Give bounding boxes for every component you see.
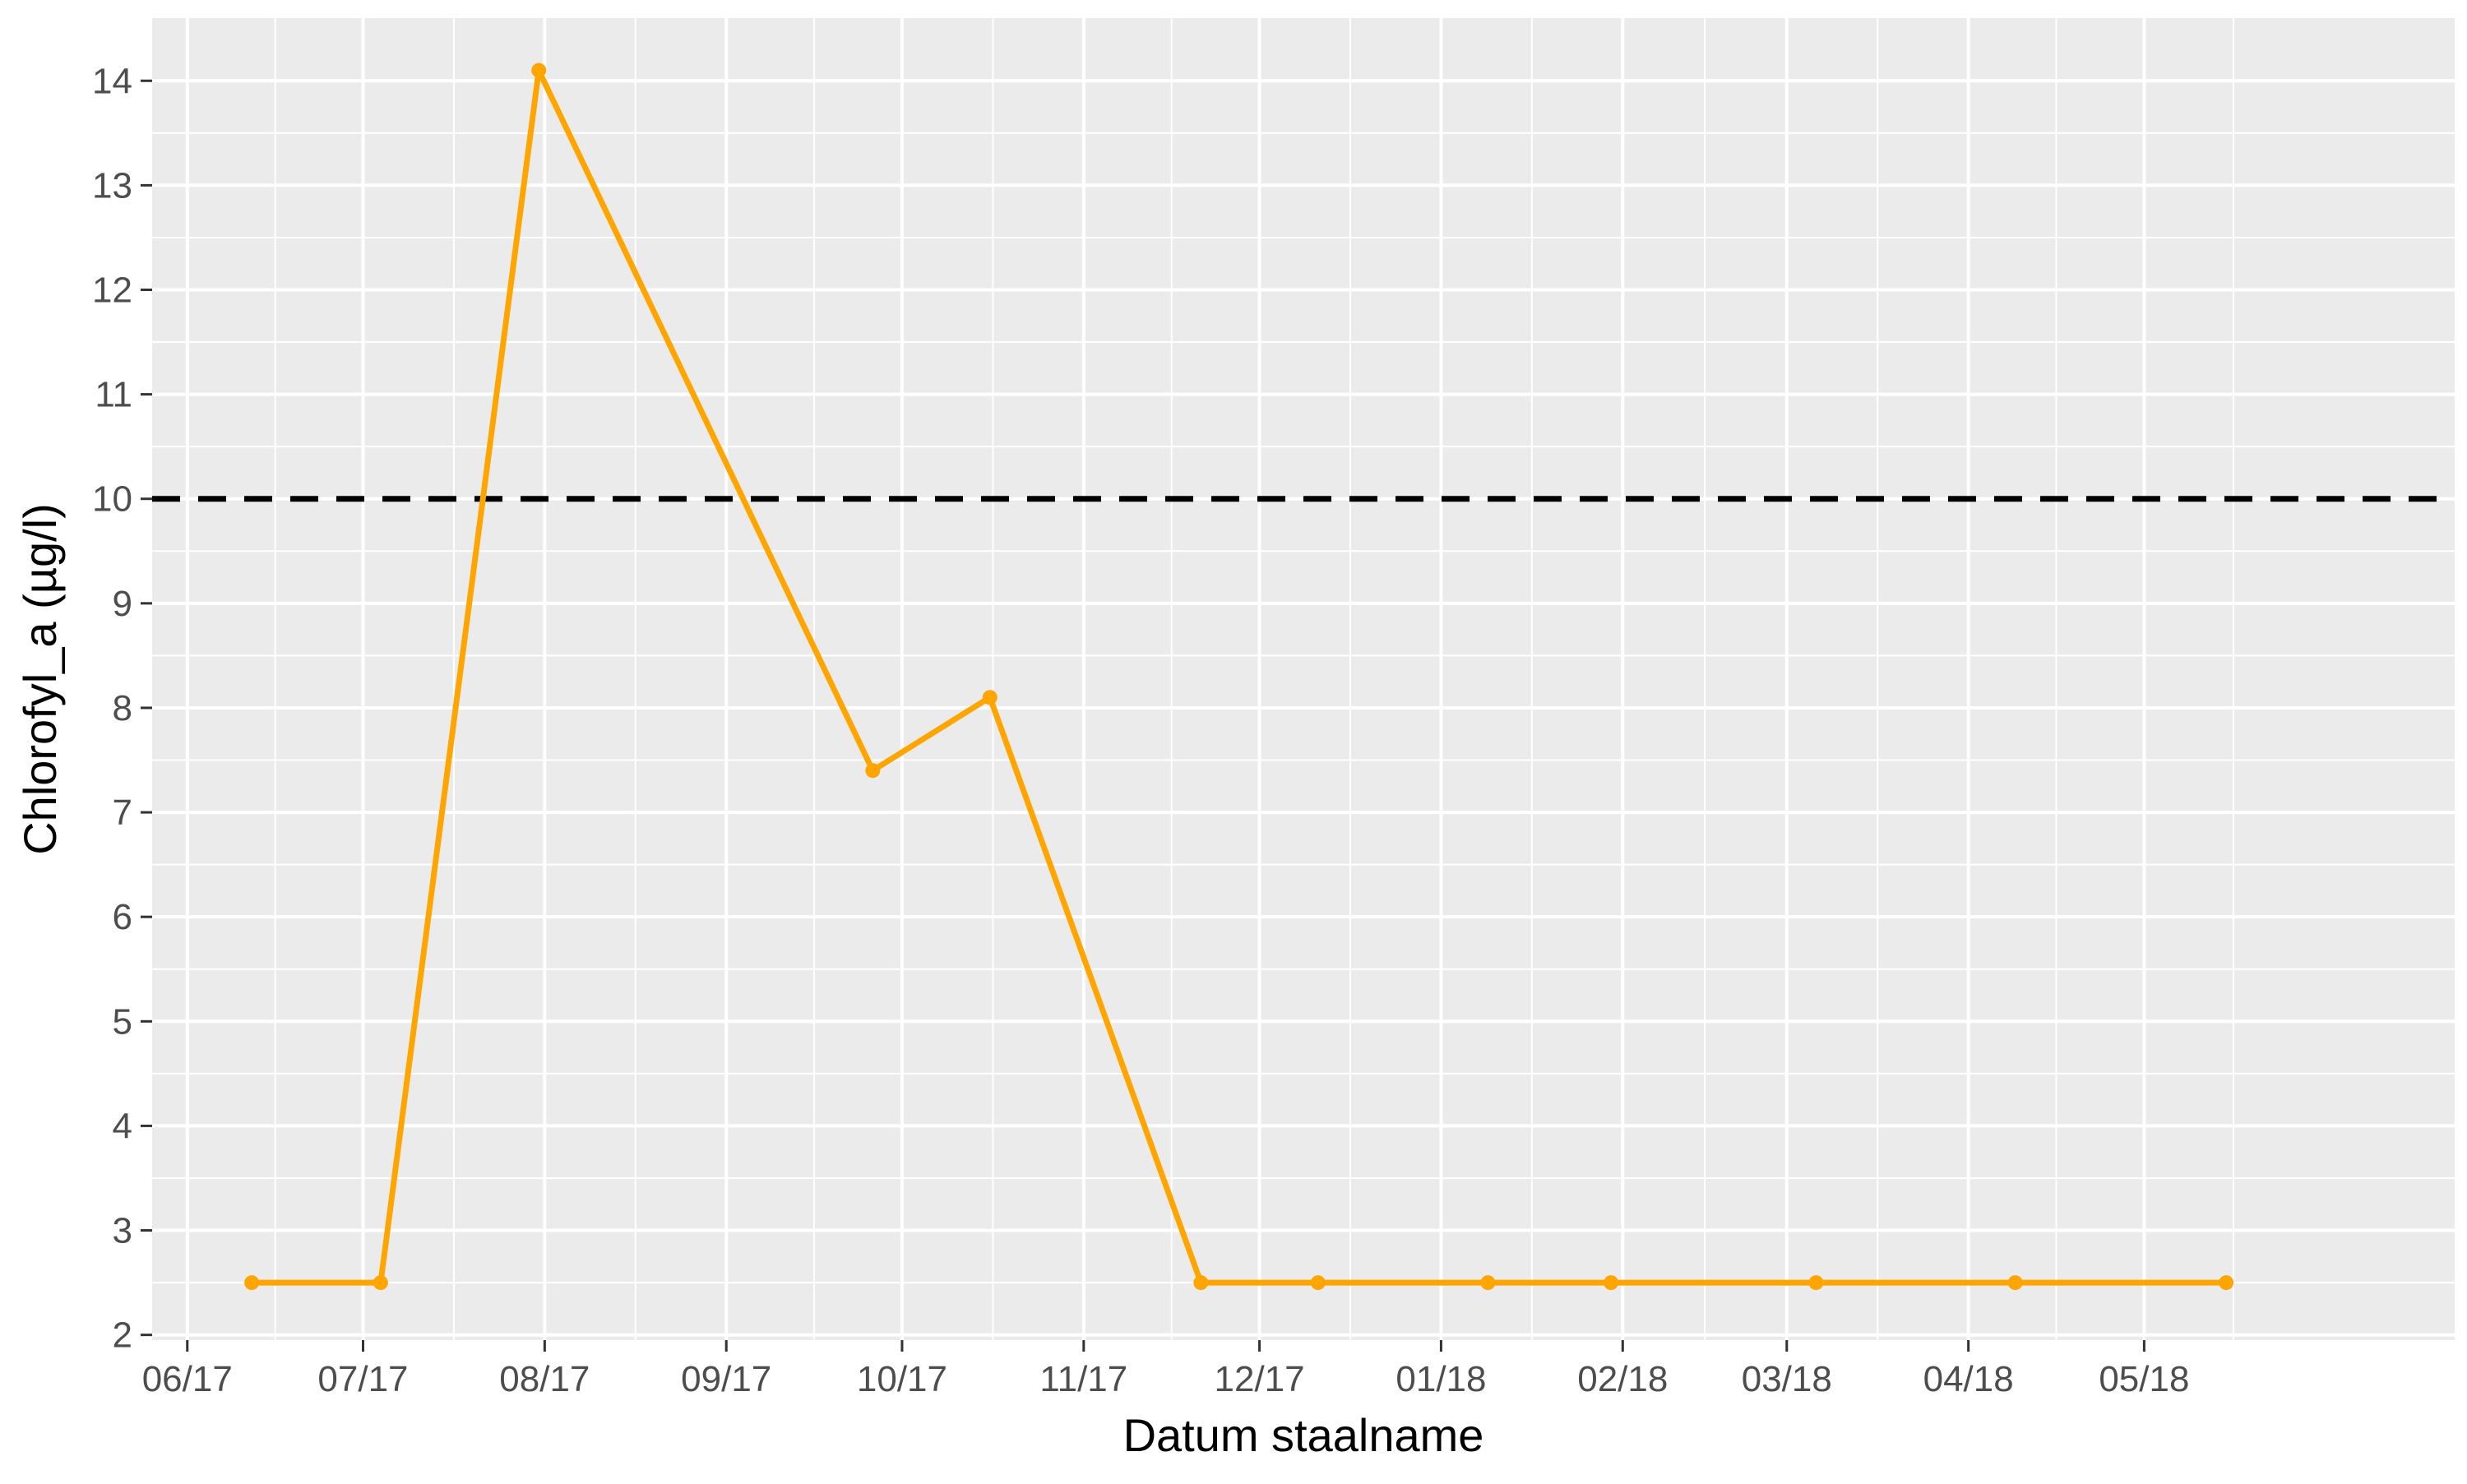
series-line <box>252 67 2227 1286</box>
y-tick-label: 5 <box>113 1001 132 1042</box>
y-tick-label: 2 <box>113 1315 132 1356</box>
y-tick-label: 9 <box>113 584 132 624</box>
y-tick-label: 8 <box>113 688 132 728</box>
data-point <box>1193 1275 1209 1291</box>
data-point <box>2219 1275 2234 1291</box>
axis-ticks <box>141 79 2145 1352</box>
data-point <box>531 62 547 78</box>
y-tick-label: 6 <box>113 897 132 937</box>
data-point <box>244 1275 260 1291</box>
y-axis-title: Chlorofyl_a (µg/l) <box>14 503 66 855</box>
data-point <box>865 763 881 779</box>
x-tick-label: 09/17 <box>681 1359 771 1399</box>
y-tick-label: 14 <box>92 61 132 101</box>
plot-panel <box>152 18 2455 1340</box>
y-tick-label: 3 <box>113 1211 132 1251</box>
minor-gridlines <box>152 18 2455 1340</box>
x-axis-title: Datum staalname <box>1123 1409 1484 1461</box>
y-tick-label: 12 <box>92 270 132 310</box>
x-tick-label: 08/17 <box>499 1359 590 1399</box>
y-tick-label: 11 <box>95 375 132 415</box>
x-tick-label: 01/18 <box>1395 1359 1486 1399</box>
x-tick-label: 07/17 <box>317 1359 408 1399</box>
x-tick-label: 03/18 <box>1742 1359 1832 1399</box>
data-point <box>2007 1275 2023 1291</box>
x-tick-label: 12/17 <box>1215 1359 1305 1399</box>
data-point <box>1480 1275 1496 1291</box>
x-tick-label: 04/18 <box>1923 1359 2014 1399</box>
y-axis-tick-labels: 2 3 4 5 6 7 8 9 10 11 12 13 14 <box>92 61 132 1355</box>
data-point <box>1604 1275 1619 1291</box>
x-axis-tick-labels: 06/17 07/17 08/17 09/17 10/17 11/17 12/17 01/18… <box>142 1359 2190 1399</box>
x-tick-label: 02/18 <box>1577 1359 1668 1399</box>
x-tick-label: 06/17 <box>142 1359 233 1399</box>
data-point <box>1310 1275 1326 1291</box>
data-point <box>1808 1275 1824 1291</box>
x-tick-label: 10/17 <box>857 1359 947 1399</box>
y-tick-label: 7 <box>113 793 132 833</box>
data-point <box>982 690 997 705</box>
data-points <box>244 62 2234 1291</box>
x-tick-label: 05/18 <box>2099 1359 2189 1399</box>
y-tick-label: 4 <box>113 1106 132 1146</box>
data-point <box>373 1275 388 1291</box>
x-tick-label: 11/17 <box>1039 1359 1127 1399</box>
major-gridlines <box>152 18 2455 1340</box>
y-tick-label: 10 <box>92 479 132 520</box>
y-tick-label: 13 <box>92 165 132 206</box>
